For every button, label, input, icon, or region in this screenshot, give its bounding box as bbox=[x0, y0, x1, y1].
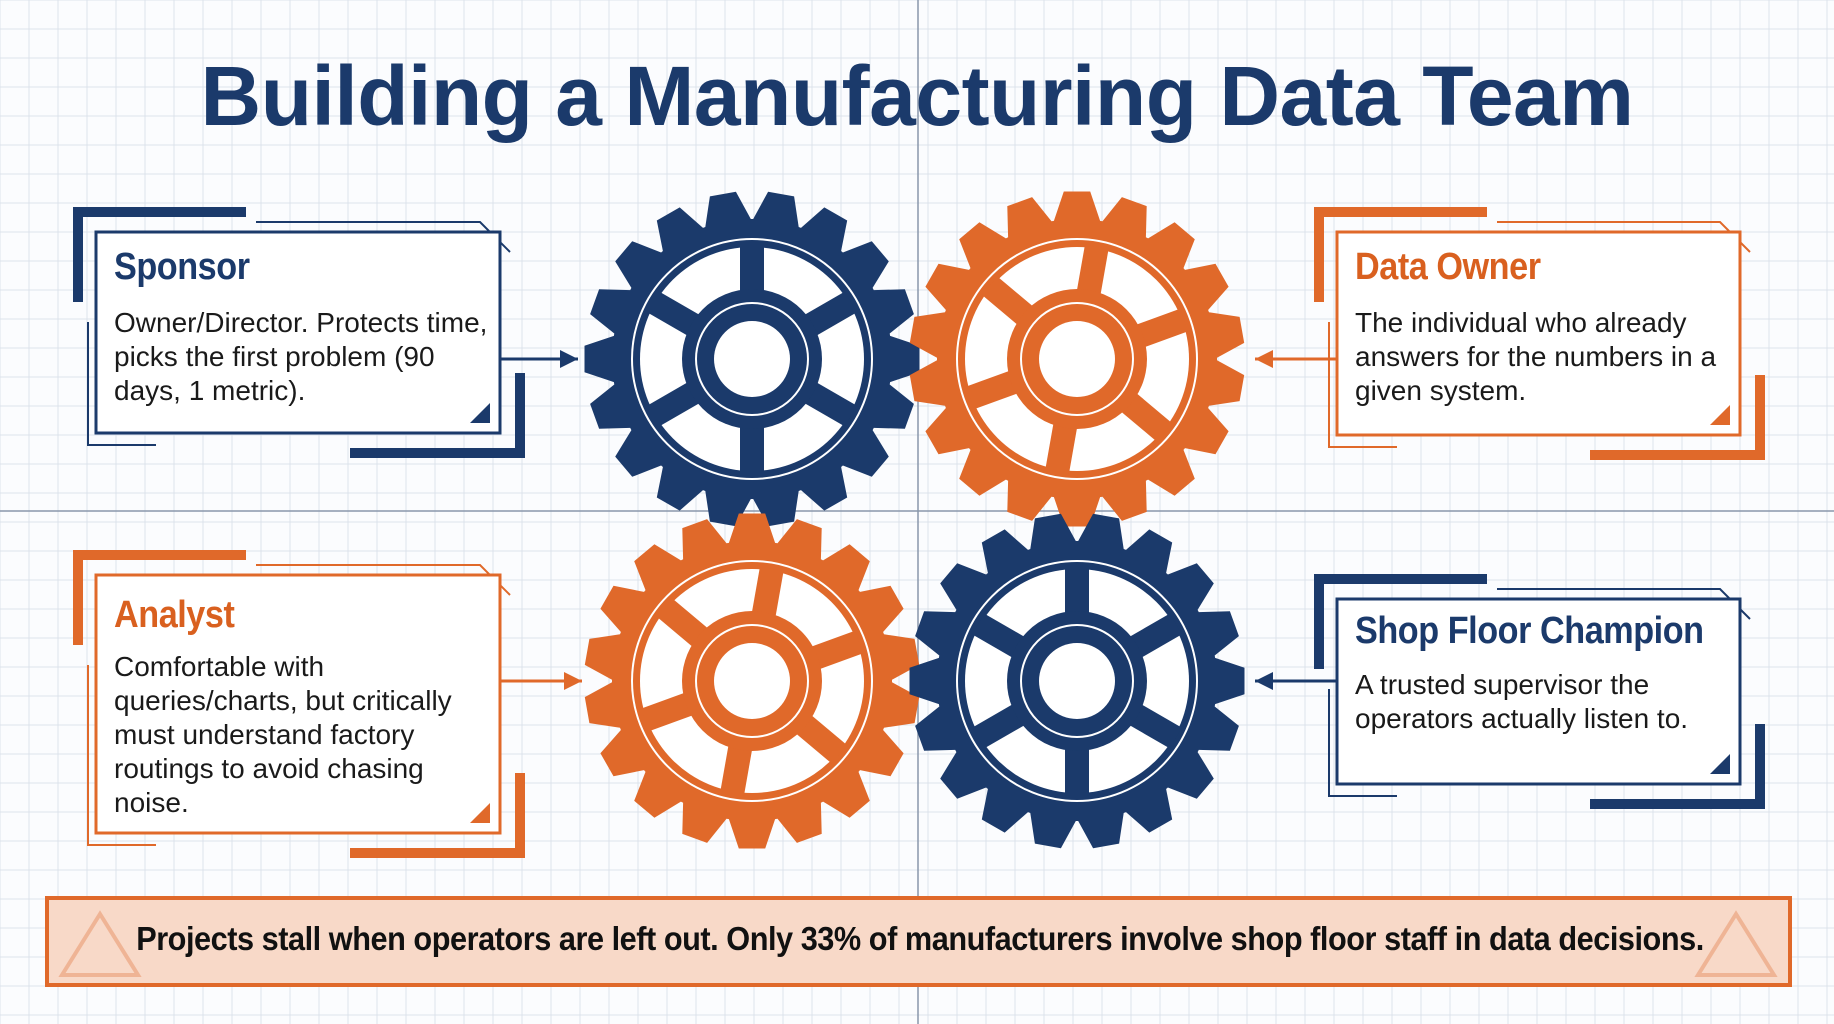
gear-hub-line bbox=[695, 302, 809, 416]
card-body: Comfortable with queries/charts, but cri… bbox=[114, 651, 452, 818]
card-accent bbox=[1314, 574, 1487, 669]
arrow-head bbox=[560, 350, 578, 368]
card-accent bbox=[73, 207, 246, 302]
banner-text: Projects stall when operators are left o… bbox=[136, 920, 1704, 957]
banner-box bbox=[45, 896, 1792, 987]
card-corner bbox=[470, 403, 490, 423]
warning-icon bbox=[58, 910, 142, 977]
card-accent bbox=[1590, 724, 1765, 809]
title: Building a Manufacturing Data Team bbox=[200, 49, 1634, 143]
card bbox=[1335, 597, 1742, 786]
card-accent bbox=[1590, 375, 1765, 460]
card-body: A trusted supervisor the operators actua… bbox=[1355, 669, 1689, 734]
gear-hole bbox=[714, 321, 790, 397]
card-corner bbox=[470, 803, 490, 823]
card-accent bbox=[350, 373, 525, 458]
gear-hole bbox=[1039, 321, 1115, 397]
gear-hole bbox=[1039, 643, 1115, 719]
card-accent bbox=[73, 550, 246, 645]
card-corner bbox=[1710, 405, 1730, 425]
card-title: Data Owner bbox=[1355, 246, 1541, 288]
circuit-line bbox=[1328, 689, 1397, 797]
card-accent bbox=[350, 773, 525, 858]
card bbox=[1335, 230, 1742, 437]
arrow-head bbox=[564, 672, 582, 690]
card bbox=[94, 573, 502, 835]
gear-hole bbox=[714, 643, 790, 719]
circuit-line bbox=[1328, 322, 1397, 448]
circuit-line bbox=[87, 322, 156, 446]
gear-ring bbox=[631, 238, 873, 480]
card-title: Sponsor bbox=[114, 246, 250, 288]
arrow-head bbox=[1255, 672, 1273, 690]
card-title: Analyst bbox=[114, 594, 235, 636]
gear-ring bbox=[956, 238, 1198, 480]
card-title: Shop Floor Champion bbox=[1355, 610, 1704, 652]
card-accent bbox=[1314, 207, 1487, 302]
warning-icon bbox=[1694, 910, 1778, 977]
gear-ring bbox=[956, 560, 1198, 802]
gear-hub-line bbox=[1020, 302, 1134, 416]
card-body: Owner/Director. Protects time, picks the… bbox=[114, 307, 488, 406]
circuit-line bbox=[87, 665, 156, 846]
card-corner bbox=[1710, 754, 1730, 774]
arrow-head bbox=[1255, 350, 1273, 368]
card bbox=[94, 230, 502, 435]
card-body: The individual who already answers for t… bbox=[1355, 307, 1717, 406]
gear-ring bbox=[631, 560, 873, 802]
gear-hub-line bbox=[1020, 624, 1134, 738]
gear-hub-line bbox=[695, 624, 809, 738]
